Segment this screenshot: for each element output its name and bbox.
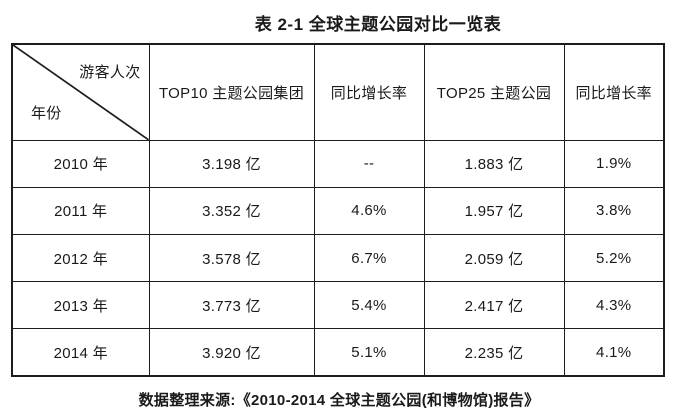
- corner-label-year: 年份: [31, 104, 62, 122]
- yoy2-value-cell: 4.1%: [563, 328, 665, 377]
- column-header-yoy-growth-1: 同比增长率: [313, 43, 425, 141]
- top25-value-cell: 1.957 亿: [423, 186, 565, 236]
- top25-value-cell: 2.059 亿: [423, 234, 565, 283]
- top25-value-cell: 1.883 亿: [423, 139, 565, 188]
- table-row-2014: 2014 年 3.920 亿 5.1% 2.235 亿 4.1%: [11, 328, 665, 377]
- top10-value-cell: 3.920 亿: [148, 328, 315, 377]
- table-row-2010: 2010 年 3.198 亿 -- 1.883 亿 1.9%: [11, 139, 665, 188]
- table-row-2013: 2013 年 3.773 亿 5.4% 2.417 亿 4.3%: [11, 281, 665, 330]
- year-cell: 2011 年: [11, 186, 150, 236]
- top10-value-cell: 3.352 亿: [148, 186, 315, 236]
- header-row: 游客人次 年份 TOP10 主题公园集团 同比增长率 TOP25 主题公园 同比…: [11, 43, 665, 141]
- table-row-2012: 2012 年 3.578 亿 6.7% 2.059 亿 5.2%: [11, 234, 665, 283]
- corner-label-visitors: 游客人次: [79, 64, 141, 81]
- year-cell: 2010 年: [11, 139, 150, 188]
- yoy1-value-cell: 5.4%: [313, 281, 425, 330]
- corner-header-cell: 游客人次 年份: [11, 43, 150, 141]
- diagonal-divider-icon: [13, 45, 149, 140]
- year-cell: 2013 年: [11, 281, 150, 330]
- year-cell: 2012 年: [11, 234, 150, 283]
- theme-park-comparison-table: 游客人次 年份 TOP10 主题公园集团 同比增长率 TOP25 主题公园 同比…: [11, 43, 665, 377]
- yoy1-value-cell: 5.1%: [313, 328, 425, 377]
- yoy2-value-cell: 3.8%: [563, 186, 665, 236]
- top10-value-cell: 3.578 亿: [148, 234, 315, 283]
- yoy2-value-cell: 4.3%: [563, 281, 665, 330]
- column-header-top10-groups: TOP10 主题公园集团: [148, 43, 315, 141]
- table-caption: 表 2-1 全球主题公园对比一览表: [254, 15, 502, 34]
- column-header-yoy-growth-2: 同比增长率: [563, 43, 665, 141]
- yoy2-value-cell: 5.2%: [563, 234, 665, 283]
- top25-value-cell: 2.417 亿: [423, 281, 565, 330]
- data-source-note: 数据整理来源:《2010-2014 全球主题公园(和博物馆)报告》: [138, 392, 540, 409]
- table-row-2011: 2011 年 3.352 亿 4.6% 1.957 亿 3.8%: [11, 186, 665, 236]
- column-header-top25-parks: TOP25 主题公园: [423, 43, 565, 141]
- top10-value-cell: 3.198 亿: [148, 139, 315, 188]
- top10-value-cell: 3.773 亿: [148, 281, 315, 330]
- yoy1-value-cell: 4.6%: [313, 186, 425, 236]
- yoy1-value-cell: 6.7%: [313, 234, 425, 283]
- yoy2-value-cell: 1.9%: [563, 139, 665, 188]
- yoy1-value-cell: --: [313, 139, 425, 188]
- year-cell: 2014 年: [11, 328, 150, 377]
- top25-value-cell: 2.235 亿: [423, 328, 565, 377]
